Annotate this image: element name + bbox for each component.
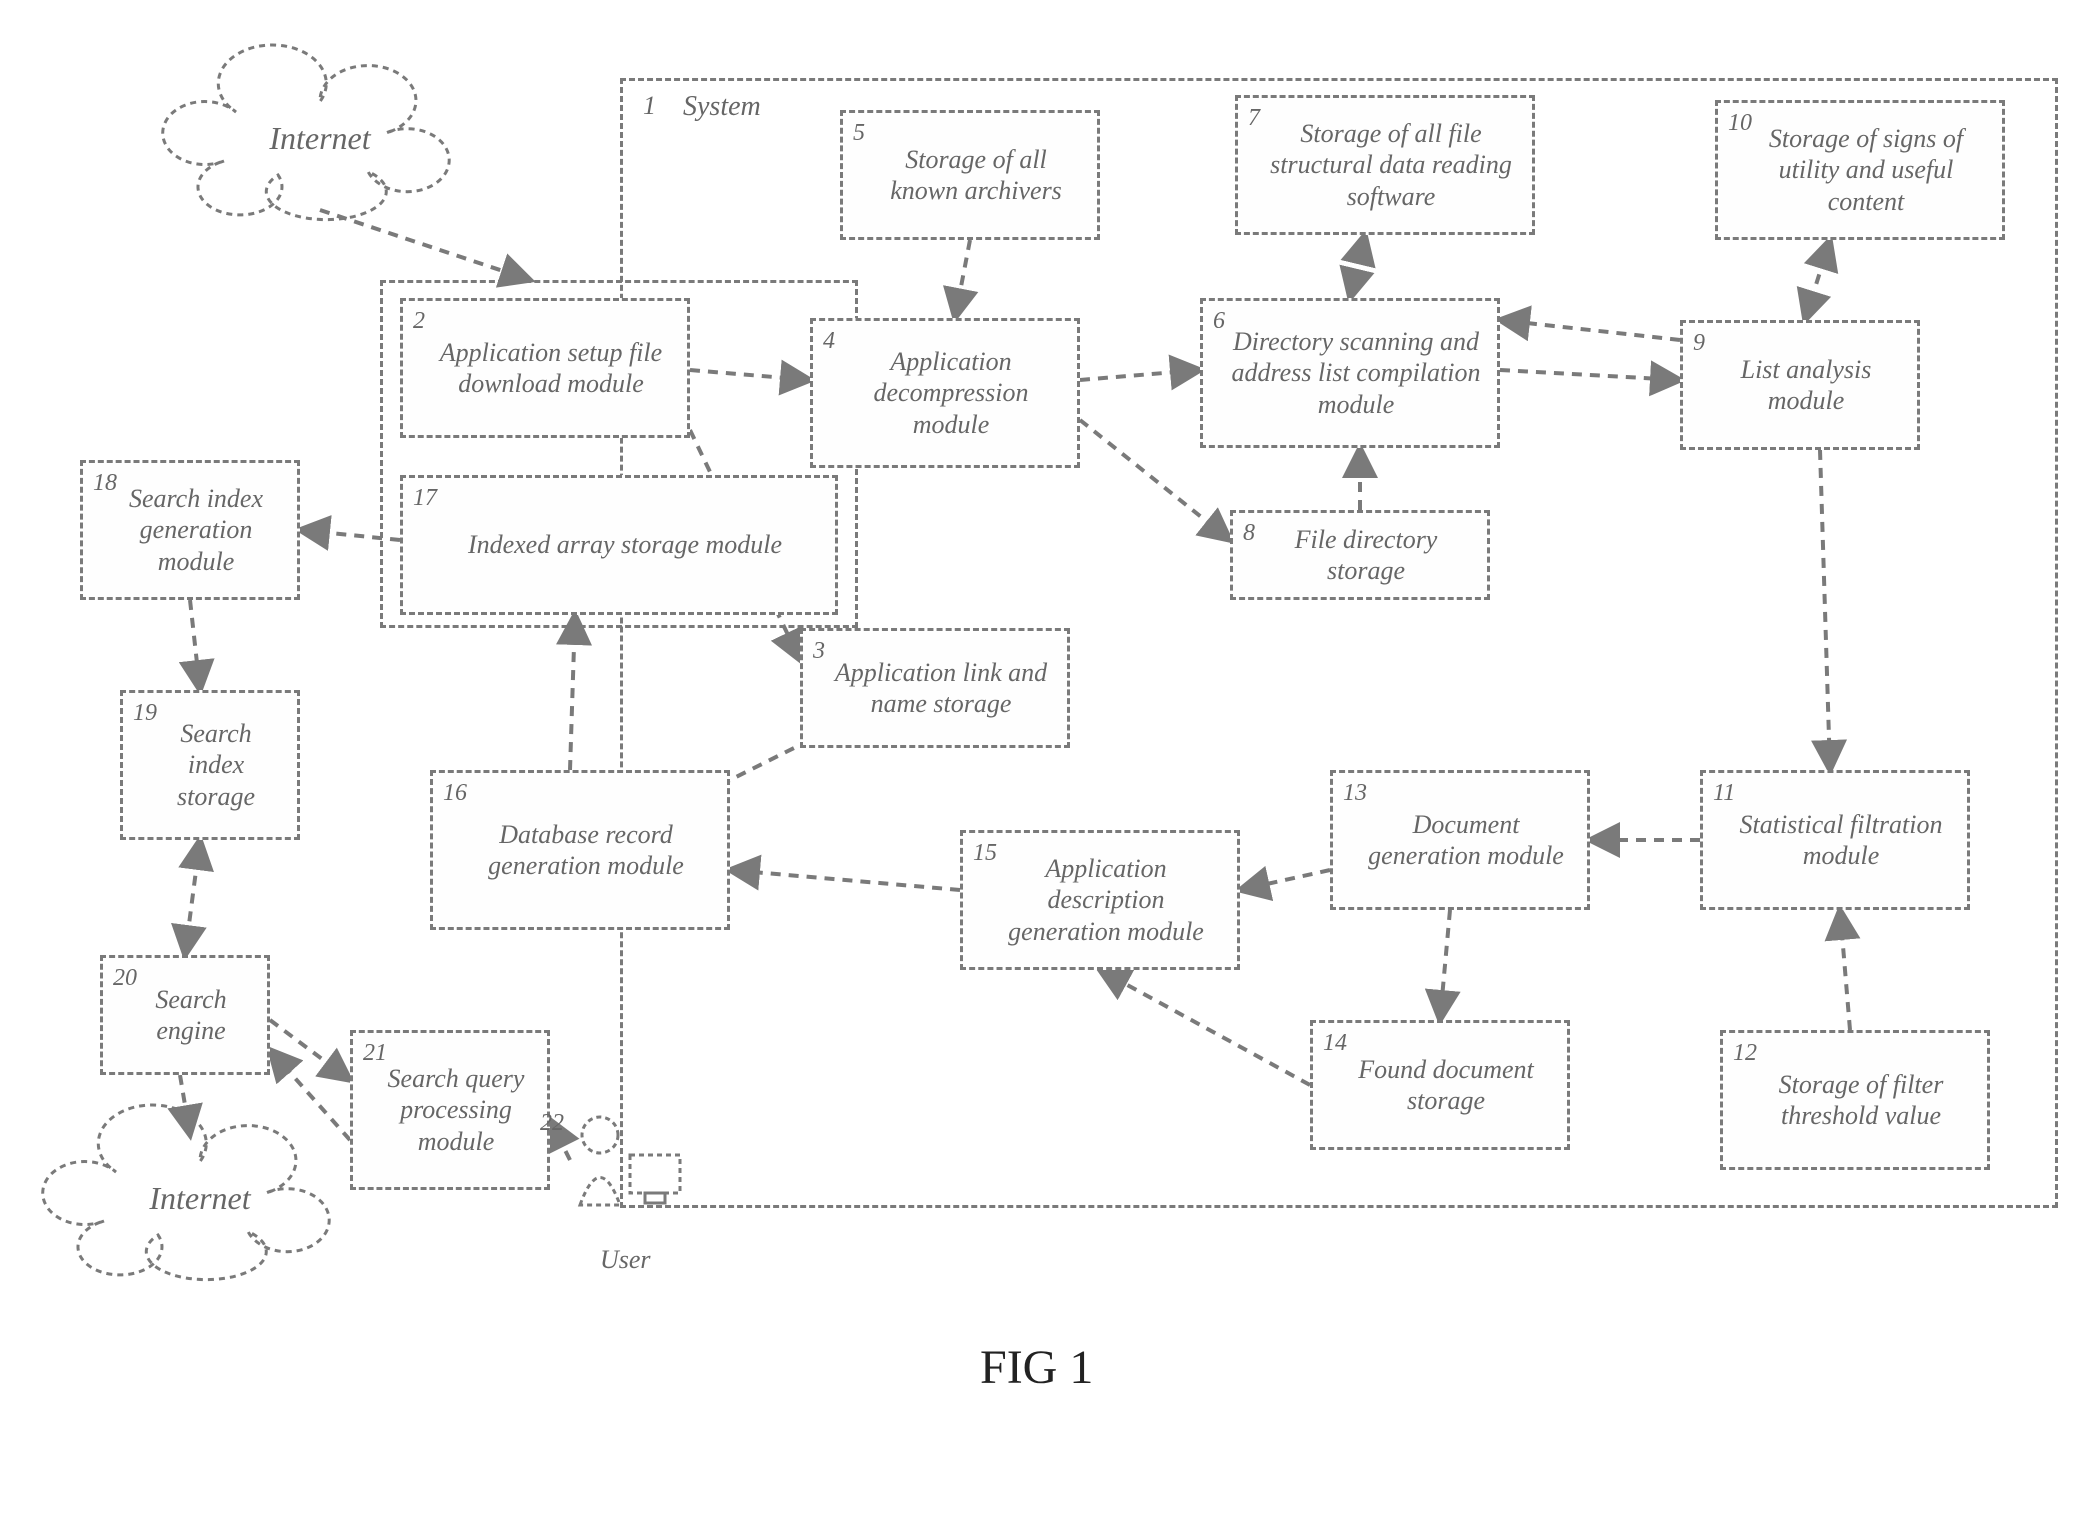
node-n5: 5Storage of all known archivers [840, 110, 1100, 240]
user-label: User [600, 1245, 651, 1275]
node-n6-num: 6 [1213, 307, 1225, 336]
node-n7-num: 7 [1248, 104, 1260, 133]
edge-n21-n20 [270, 1050, 350, 1140]
node-n17-label: Indexed array storage module [450, 529, 788, 560]
node-n3: 3Application link and name storage [800, 628, 1070, 748]
cloud-bottom-label: Internet [110, 1180, 290, 1217]
node-n14-label: Found document storage [1321, 1054, 1559, 1116]
node-n14: 14Found document storage [1310, 1020, 1570, 1150]
node-n13-num: 13 [1343, 779, 1367, 808]
node-n15-num: 15 [973, 839, 997, 868]
node-n9-label: List analysis module [1691, 354, 1909, 416]
node-n15-label: Application description generation modul… [971, 853, 1229, 947]
node-n19-label: Search index storage [131, 718, 289, 812]
node-n18-label: Search index generation module [91, 483, 289, 577]
diagram-canvas: 1 System Internet Internet 2Application … [0, 0, 2100, 1514]
node-n10-num: 10 [1728, 109, 1752, 138]
node-n21-num: 21 [363, 1039, 387, 1068]
node-n18-num: 18 [93, 469, 117, 498]
cloud-top-label: Internet [230, 120, 410, 157]
system-label: System [683, 91, 761, 123]
node-n8: 8File directory storage [1230, 510, 1490, 600]
node-n10-label: Storage of signs of utility and useful c… [1726, 123, 1994, 217]
edge-n16-n17 [570, 615, 575, 770]
node-n20-label: Search engine [111, 984, 259, 1046]
node-n13: 13Document generation module [1330, 770, 1590, 910]
node-n5-label: Storage of all known archivers [851, 144, 1089, 206]
node-n18: 18Search index generation module [80, 460, 300, 600]
edge-n20-n21 [270, 1020, 350, 1080]
node-n4-label: Application decompression module [821, 346, 1069, 440]
node-n12-num: 12 [1733, 1039, 1757, 1068]
node-n13-label: Document generation module [1341, 809, 1579, 871]
node-n20: 20Search engine [100, 955, 270, 1075]
node-n21: 21Search query processing module [350, 1030, 550, 1190]
node-n7-label: Storage of all file structural data read… [1246, 118, 1524, 212]
node-n19-num: 19 [133, 699, 157, 728]
figure-label: FIG 1 [980, 1340, 1093, 1395]
node-n12: 12Storage of filter threshold value [1720, 1030, 1990, 1170]
node-n20-num: 20 [113, 964, 137, 993]
node-n2: 2Application setup file download module [400, 298, 690, 438]
node-n11-num: 11 [1713, 779, 1735, 808]
node-n7: 7Storage of all file structural data rea… [1235, 95, 1535, 235]
node-n4: 4Application decompression module [810, 318, 1080, 468]
node-n4-num: 4 [823, 327, 835, 356]
node-n15: 15Application description generation mod… [960, 830, 1240, 970]
node-n17: 17 Indexed array storage module [400, 475, 838, 615]
node-n14-num: 14 [1323, 1029, 1347, 1058]
node-n17-num: 17 [413, 484, 437, 513]
node-n2-label: Application setup file download module [411, 337, 679, 399]
node-n11-label: Statistical filtration module [1711, 809, 1959, 871]
node-n6-label: Directory scanning and address list comp… [1211, 326, 1489, 420]
edge-cloud-top-bottom-inner-top [320, 210, 530, 280]
node-n10: 10Storage of signs of utility and useful… [1715, 100, 2005, 240]
node-n12-label: Storage of filter threshold value [1731, 1069, 1979, 1131]
node-n16-num: 16 [443, 779, 467, 808]
node-n8-num: 8 [1243, 519, 1255, 548]
node-n19: 19Search index storage [120, 690, 300, 840]
node-n2-num: 2 [413, 307, 425, 336]
node-n16-label: Database record generation module [441, 819, 719, 881]
node-n3-num: 3 [813, 637, 825, 666]
system-num: 1 [643, 91, 656, 121]
edge-n18-n19 [190, 600, 200, 690]
user-num: 22 [540, 1110, 564, 1137]
node-n16: 16 Database record generation module [430, 770, 730, 930]
node-n6: 6Directory scanning and address list com… [1200, 298, 1500, 448]
node-n9: 9List analysis module [1680, 320, 1920, 450]
edge-n19-n20 [185, 840, 200, 955]
node-n5-num: 5 [853, 119, 865, 148]
node-n21-label: Search query processing module [361, 1063, 539, 1157]
node-n11: 11Statistical filtration module [1700, 770, 1970, 910]
node-n3-label: Application link and name storage [811, 657, 1059, 719]
node-n9-num: 9 [1693, 329, 1705, 358]
node-n8-label: File directory storage [1241, 524, 1479, 586]
